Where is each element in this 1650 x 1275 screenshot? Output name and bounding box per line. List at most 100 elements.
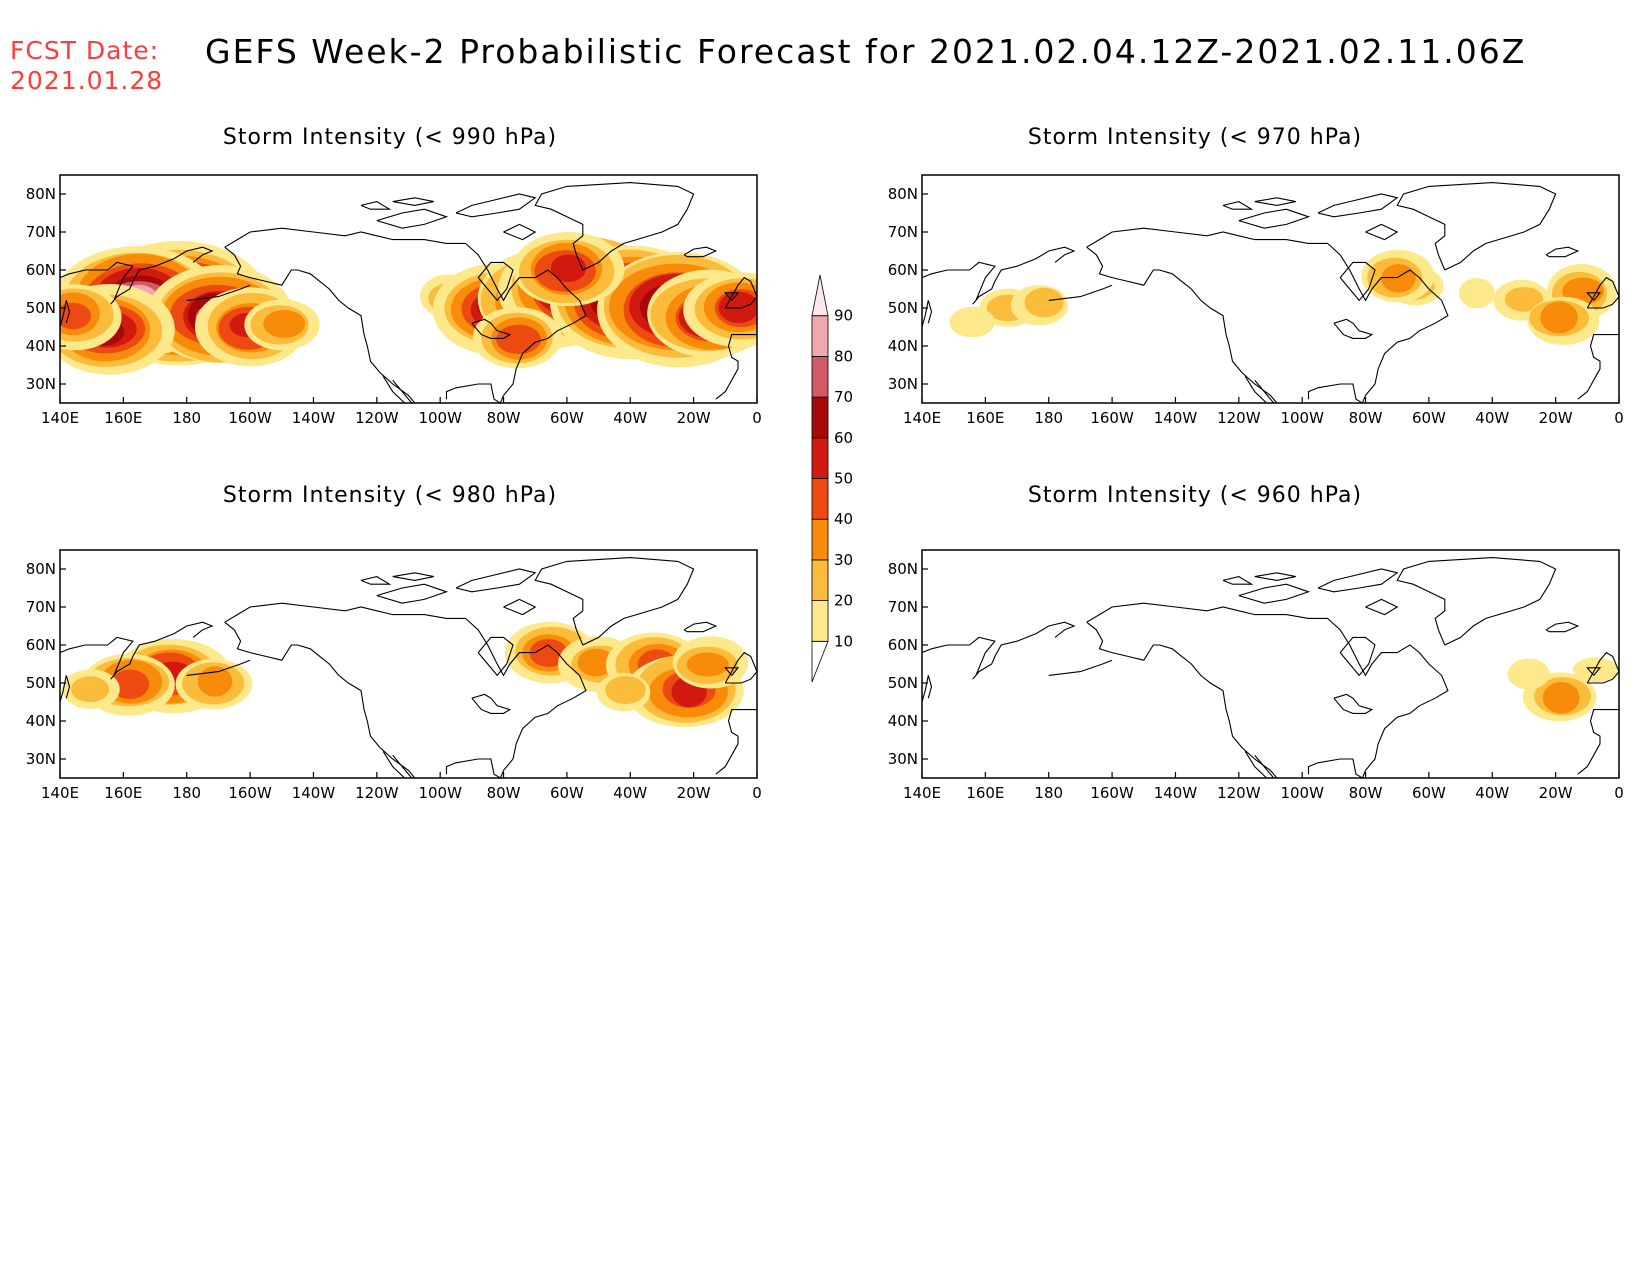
coastline-16 — [1333, 318, 1374, 339]
coastline-16 — [471, 693, 512, 714]
coastline-5 — [534, 557, 695, 646]
coastline-9 — [1365, 598, 1399, 616]
prob-blob-p990-15-40 — [496, 324, 541, 355]
x-tick-label: 0 — [752, 784, 762, 802]
coastline-15 — [1339, 261, 1376, 302]
x-tick-label: 140E — [903, 409, 941, 427]
coastline-9 — [1365, 223, 1399, 241]
colorbar-bin — [811, 437, 829, 479]
coastline-1 — [60, 300, 71, 328]
prob-blob-p970-5-20 — [1504, 286, 1544, 312]
x-tick-label: 120W — [1217, 784, 1261, 802]
x-tick-label: 160W — [1090, 409, 1134, 427]
coastline-5 — [1396, 182, 1557, 271]
y-tick-label: 60N — [26, 636, 56, 654]
prob-blob-p970-2-10 — [949, 306, 995, 338]
coastline-10 — [360, 576, 392, 585]
coastline-15 — [477, 636, 514, 677]
coastline-3 — [224, 621, 416, 778]
coastline-10 — [1222, 576, 1254, 585]
coastline-9 — [503, 598, 537, 616]
prob-blob-p990-14-50 — [718, 291, 757, 324]
coastline-7 — [1238, 208, 1311, 229]
prob-blob-p990-16-50 — [550, 254, 587, 283]
x-tick-label: 160E — [966, 784, 1004, 802]
prob-blob-p980-9-20 — [605, 675, 646, 705]
coastline-6 — [1317, 193, 1399, 218]
x-tick-label: 140W — [1154, 784, 1198, 802]
x-tick-label: 140E — [41, 409, 79, 427]
x-tick-label: 60W — [550, 409, 584, 427]
x-tick-label: 140E — [903, 784, 941, 802]
y-tick-label: 50N — [888, 674, 918, 692]
coastline-3 — [1086, 246, 1278, 403]
prob-blob-p970-4-10 — [1458, 277, 1495, 309]
colorbar-label: 30 — [834, 551, 853, 569]
coastline-0 — [60, 621, 214, 680]
y-tick-label: 70N — [26, 598, 56, 616]
coastline-17 — [1307, 383, 1367, 403]
y-tick-label: 30N — [888, 750, 918, 768]
x-tick-label: 120W — [355, 409, 399, 427]
x-tick-label: 0 — [1614, 784, 1624, 802]
y-tick-label: 40N — [26, 337, 56, 355]
prob-blob-p980-2-30 — [197, 666, 233, 697]
coastline-3 — [224, 246, 416, 403]
coastline-4 — [186, 659, 251, 676]
panel-title-960: Storm Intensity (< 960 hPa) — [1027, 483, 1363, 508]
map-panel-p960: 140E 160E 180 160W 140W 120W 100W 80W 60W 40W 20W 0… — [888, 549, 1624, 802]
prob-blob-p960-2-10 — [1572, 657, 1619, 683]
coastline-11 — [1545, 246, 1580, 258]
coastline-18 — [382, 376, 413, 403]
x-tick-label: 160W — [228, 409, 272, 427]
coastline-14 — [1577, 709, 1619, 775]
y-tick-label: 50N — [26, 674, 56, 692]
coastline-16 — [471, 318, 512, 339]
y-tick-label: 40N — [888, 712, 918, 730]
colorbar-bin — [811, 355, 829, 398]
coastline-14 — [715, 334, 757, 400]
x-tick-label: 160W — [228, 784, 272, 802]
map-panel-p990: 140E 160E 180 160W 140W 120W 100W 80W 60W 40W 20W 0… — [26, 174, 762, 427]
y-tick-label: 70N — [888, 223, 918, 241]
x-tick-label: 40W — [613, 409, 647, 427]
x-tick-label: 20W — [677, 409, 711, 427]
coastline-0 — [60, 246, 214, 305]
prob-blob-p970-1-20 — [1024, 287, 1064, 318]
prob-blob-p980-3-20 — [70, 676, 110, 703]
coastline-15 — [1339, 636, 1376, 677]
coastline-3 — [1086, 621, 1278, 778]
probability-field — [60, 557, 757, 778]
coastline-13 — [724, 667, 740, 676]
x-tick-label: 180 — [172, 409, 201, 427]
y-tick-label: 80N — [26, 185, 56, 203]
y-tick-label: 30N — [26, 750, 56, 768]
colorbar-label: 40 — [834, 510, 853, 528]
x-tick-label: 160W — [1090, 784, 1134, 802]
colorbar-bin-high — [811, 274, 829, 317]
coastline-17 — [1307, 758, 1367, 778]
coastline-15 — [477, 261, 514, 302]
x-tick-label: 140W — [292, 409, 336, 427]
x-tick-label: 40W — [1475, 409, 1509, 427]
fcst-label: FCST Date: — [10, 36, 160, 65]
y-tick-label: 70N — [888, 598, 918, 616]
x-tick-label: 160E — [104, 409, 142, 427]
prob-blob-p960-1-10 — [1507, 658, 1550, 690]
colorbar-label: 10 — [834, 632, 853, 650]
prob-blob-p990-6-30 — [263, 309, 306, 338]
coastline-1 — [922, 675, 933, 703]
colorbar-bin — [811, 396, 829, 439]
y-tick-label: 80N — [26, 560, 56, 578]
coastline-7 — [376, 208, 449, 229]
colorbar-label: 90 — [834, 307, 853, 325]
coastline-2 — [1086, 602, 1449, 771]
y-tick-label: 60N — [26, 261, 56, 279]
x-tick-label: 100W — [1280, 409, 1324, 427]
x-tick-label: 180 — [1034, 409, 1063, 427]
coastline-5 — [1396, 557, 1557, 646]
coastline-18 — [1244, 376, 1275, 403]
x-tick-label: 180 — [1034, 784, 1063, 802]
coastline-4 — [1048, 284, 1113, 301]
